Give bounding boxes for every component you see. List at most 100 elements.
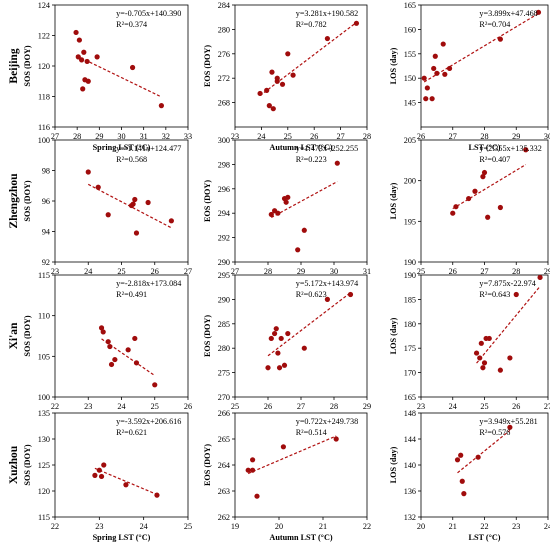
data-point: [268, 211, 274, 218]
x-tick-label: 24: [117, 402, 125, 411]
data-point: [283, 199, 289, 205]
regression-equation: y=5.172x+143.974: [296, 279, 358, 288]
data-point: [130, 201, 136, 207]
y-tick-label: 125: [38, 461, 50, 470]
r-squared-label: R²=0.568: [116, 155, 147, 164]
trend-line: [94, 467, 158, 496]
x-tick-label: 29: [363, 402, 371, 411]
data-point: [434, 70, 440, 76]
trend-line: [259, 21, 357, 96]
x-tick-label: 32: [162, 132, 170, 141]
x-tick-label: 19: [231, 522, 239, 531]
trend-line: [75, 55, 162, 98]
x-tick-label: 25: [417, 267, 425, 276]
regression-equation: y=1.473x+252.255: [296, 144, 358, 153]
x-tick-label: 21: [319, 522, 327, 531]
data-point: [475, 454, 481, 460]
data-point: [105, 339, 111, 345]
r-squared-label: R²=0.576: [479, 428, 510, 437]
x-tick-label: 31: [140, 132, 148, 141]
y-tick-label: 275: [218, 369, 230, 378]
x-tick-label: 28: [480, 132, 488, 141]
x-tick-label: 26: [151, 267, 159, 276]
data-point: [92, 472, 98, 478]
data-point: [75, 54, 81, 60]
y-tick-label: 290: [218, 258, 230, 267]
data-point: [459, 478, 465, 484]
x-tick-label: 25: [184, 522, 192, 531]
data-point: [353, 20, 360, 26]
data-point: [497, 204, 503, 211]
data-point: [266, 103, 272, 109]
data-point: [80, 86, 86, 92]
r-squared-label: R²=0.223: [296, 155, 327, 164]
data-point: [478, 340, 484, 346]
x-tick-label: 20: [275, 522, 283, 531]
data-point: [333, 436, 339, 442]
data-point: [347, 291, 354, 298]
x-tick-label: 31: [363, 267, 371, 276]
data-point: [98, 325, 105, 331]
y-tick-label: 92: [42, 258, 50, 267]
y-tick-label: 94: [42, 228, 50, 237]
row-label: Zhengzhou: [8, 173, 20, 229]
data-point: [450, 210, 456, 216]
data-point: [497, 36, 503, 42]
y-tick-label: 120: [38, 62, 50, 71]
chart-panel: 27 28 29 30 31 32 33 116 118 120 122 124 y=-0.705x+1…: [8, 1, 192, 152]
data-point: [507, 355, 513, 361]
y-tick-label: 110: [38, 312, 50, 321]
data-point: [278, 335, 284, 342]
x-tick-label: 26: [417, 132, 425, 141]
data-point: [481, 360, 488, 366]
x-tick-label: 23: [417, 402, 425, 411]
x-tick-label: 26: [512, 402, 520, 411]
data-point: [290, 72, 296, 78]
data-point: [270, 106, 276, 112]
y-tick-label: 118: [38, 93, 50, 102]
data-point: [112, 356, 118, 363]
y-tick-label: 115: [38, 271, 50, 280]
data-point: [85, 78, 91, 84]
x-tick-label: 23: [231, 132, 239, 141]
data-point: [423, 96, 429, 102]
x-tick-label: 24: [544, 522, 550, 531]
x-tick-label: 23: [51, 267, 59, 276]
r-squared-label: R²=0.782: [296, 20, 327, 29]
data-point: [264, 87, 270, 93]
x-tick-label: 24: [84, 267, 92, 276]
y-tick-label: 124: [38, 1, 50, 10]
data-point: [497, 367, 503, 373]
x-tick-label: 25: [480, 402, 488, 411]
x-tick-label: 22: [363, 522, 371, 531]
data-point: [507, 424, 513, 430]
y-tick-label: 264: [218, 461, 230, 470]
y-tick-label: 135: [38, 409, 50, 418]
x-tick-label: 25: [284, 132, 292, 141]
y-tick-label: 122: [38, 32, 50, 41]
data-point: [301, 345, 307, 351]
data-point: [133, 360, 140, 366]
data-point: [281, 362, 288, 368]
y-tick-label: 130: [38, 435, 50, 444]
data-point: [480, 174, 486, 180]
y-tick-label: 296: [218, 185, 230, 194]
data-point: [272, 330, 278, 337]
data-point: [85, 169, 91, 175]
x-tick-label: 27: [449, 132, 457, 141]
y-tick-label: 144: [404, 435, 416, 444]
y-tick-label: 105: [38, 352, 50, 361]
data-point: [486, 335, 492, 342]
x-axis-title: Spring LST (°C): [93, 533, 151, 542]
r-squared-label: R²=0.407: [479, 155, 510, 164]
x-tick-label: 29: [512, 132, 520, 141]
y-tick-label: 295: [218, 271, 230, 280]
x-tick-label: 27: [544, 402, 550, 411]
data-point: [268, 335, 274, 342]
data-point: [280, 444, 286, 450]
r-squared-label: R²=0.514: [296, 428, 327, 437]
trend-line: [271, 181, 338, 219]
data-point: [295, 247, 301, 253]
x-tick-label: 27: [231, 267, 239, 276]
regression-equation: y=-2.818x+173.084: [116, 279, 181, 288]
